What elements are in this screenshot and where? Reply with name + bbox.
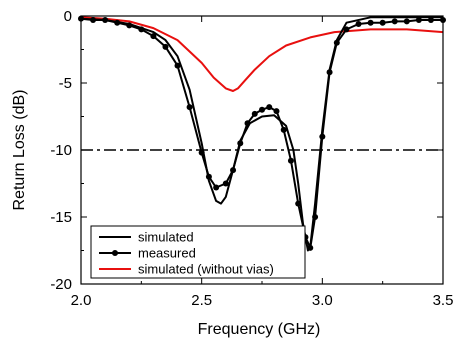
data-point [198, 149, 205, 156]
data-point [319, 133, 326, 140]
x-tick-label: 3.0 [312, 292, 333, 309]
data-point [174, 62, 181, 69]
data-point [312, 214, 319, 220]
x-tick-label: 2.0 [71, 292, 92, 309]
data-point [273, 108, 280, 115]
legend-label-2: simulated (without vias) [138, 262, 274, 277]
data-point [126, 22, 133, 29]
data-point [307, 244, 314, 251]
data-point [427, 17, 434, 24]
data-point [391, 18, 398, 25]
y-tick-label: -10 [50, 142, 72, 159]
plot-area [78, 15, 446, 252]
data-point [237, 140, 244, 147]
data-point [266, 104, 273, 111]
series-line-2 [81, 16, 443, 92]
data-point [186, 104, 193, 111]
data-point [280, 126, 287, 133]
y-tick-label: 0 [64, 8, 72, 25]
data-point [213, 184, 220, 191]
legend-label-1: measured [138, 246, 196, 261]
x-axis-title: Frequency (GHz) [198, 321, 321, 338]
data-point [244, 120, 251, 127]
data-point [295, 200, 302, 207]
data-point [162, 43, 169, 50]
data-point [379, 19, 386, 26]
x-tick-label: 2.5 [191, 292, 212, 309]
data-point [102, 17, 109, 24]
legend-label-0: simulated [138, 230, 194, 245]
data-point [138, 26, 145, 33]
data-point [333, 39, 340, 46]
data-point [205, 173, 212, 180]
data-point [367, 19, 374, 26]
data-point [251, 110, 258, 117]
y-tick-label: -5 [59, 75, 72, 92]
data-point [222, 180, 229, 187]
series-line-1 [81, 17, 443, 249]
x-tick-label: 3.5 [433, 292, 454, 309]
y-tick-label: -20 [50, 276, 72, 293]
data-point [90, 17, 97, 24]
data-point [326, 69, 333, 76]
series-line-0 [81, 16, 443, 252]
y-axis-title: Return Loss (dB) [11, 90, 28, 211]
data-point [343, 26, 350, 33]
y-tick-label: -15 [50, 209, 72, 226]
data-point [403, 18, 410, 25]
data-point [287, 157, 294, 164]
data-point [150, 33, 157, 40]
data-point [259, 106, 265, 113]
legend-marker-1 [112, 250, 118, 256]
data-point [114, 19, 121, 26]
axes: 2.0 2.5 3.0 3.5 0 -5 -10 -15 -20 [50, 8, 453, 309]
data-point [415, 17, 422, 24]
data-point [230, 167, 237, 174]
data-point [355, 21, 362, 28]
